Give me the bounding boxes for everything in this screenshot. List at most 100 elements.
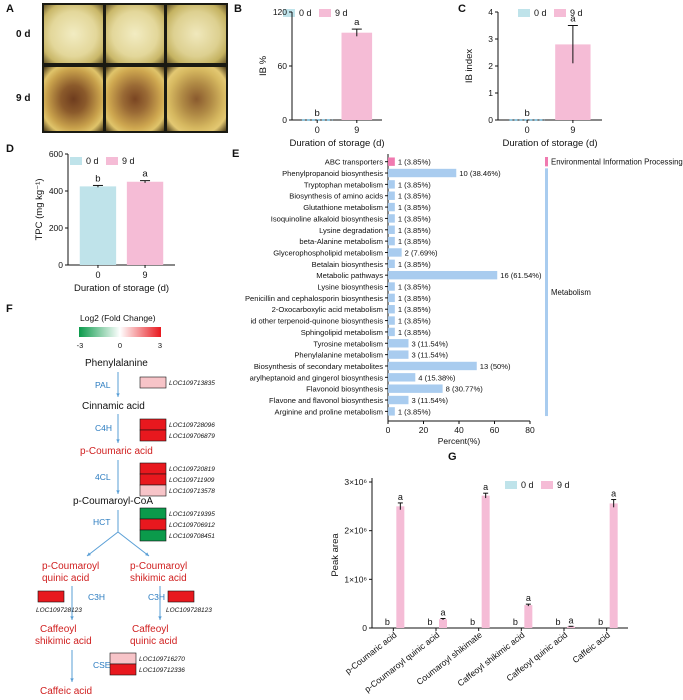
- panel-f-enzyme-pal: PAL: [95, 380, 111, 390]
- panel-f-node-cinnamic: Cinnamic acid: [82, 401, 145, 412]
- panel-f-arrow-c4h-head: [116, 439, 120, 443]
- panel-f-node-cfs-a: Caffeoyl: [40, 624, 77, 635]
- panel-f-scale-tick-min: -3: [77, 341, 84, 350]
- panel-e-bar: [388, 248, 402, 257]
- panel-g-bar-9d-3: [524, 605, 533, 628]
- panel-g-x-tick-label: Caffeic acid: [570, 630, 612, 666]
- panel-e-category-label: Arginine and proline metabolism: [275, 407, 383, 416]
- panel-e-bar: [388, 305, 395, 314]
- panel-b-y-tick-label: 60: [278, 61, 288, 71]
- panel-e-bar: [388, 384, 443, 393]
- panel-e-value-label: 3 (11.54%): [411, 339, 448, 348]
- panel-g-y-tick-label: 1×10⁶: [344, 574, 367, 584]
- panel-e-value-label: 4 (15.38%): [418, 373, 456, 382]
- panel-e-value-label: 16 (61.54%): [500, 271, 542, 280]
- panel-f-arrow-pal-head: [116, 393, 120, 397]
- panel-f-arrow-hct-right-head: [145, 552, 149, 556]
- panel-e-bar: [388, 339, 409, 348]
- panel-e-category-label: Glutathione metabolism: [303, 203, 383, 212]
- panel-label-f: F: [6, 303, 13, 315]
- panel-label-c: C: [458, 3, 466, 15]
- panel-e-bar: [388, 327, 395, 337]
- panel-f-gene-label-hct-2: LOC109708451: [169, 533, 215, 540]
- panel-f-gene-cell-cse-1: [109, 663, 137, 676]
- panel-e-value-label: 1 (3.85%): [398, 317, 431, 326]
- panel-f-arrow-hct-left-head: [87, 552, 91, 556]
- panel-f-gene-label-hct-0: LOC109719395: [169, 511, 215, 518]
- panel-e-category-label: Betalain biosynthesis: [312, 260, 384, 269]
- panel-d-bar-9: [126, 181, 164, 265]
- panel-e-x-label: Percent(%): [438, 436, 481, 446]
- panel-f-node-cfs-b: shikimic acid: [35, 636, 92, 647]
- panel-f-arrow-hct-right: [117, 531, 150, 557]
- panel-e-bar: [388, 236, 395, 246]
- panel-label-a: A: [6, 3, 14, 15]
- panel-e-value-label: 1 (3.85%): [398, 407, 431, 416]
- panel-g-y-tick-label: 2×10⁶: [344, 526, 367, 536]
- panel-f-gene-label-fcl-0: LOC109720819: [169, 466, 215, 473]
- panel-g-sig: a: [611, 489, 616, 499]
- panel-c-legend-label-9d: 9 d: [570, 8, 583, 18]
- panel-a-photo-row-0d: [44, 5, 227, 63]
- panel-e-bar: [388, 293, 395, 303]
- panel-f-arrow-c3h-left-head: [70, 616, 74, 620]
- panel-d-y-label: TPC (mg kg⁻¹): [34, 178, 45, 240]
- panel-f-gene-label-hct-1: LOC109706912: [169, 522, 215, 529]
- panel-e-value-label: 8 (30.77%): [446, 385, 484, 394]
- panel-e-value-label: 1 (3.85%): [398, 294, 431, 303]
- panel-b-x-label: Duration of storage (d): [289, 138, 384, 149]
- panel-f-node-pcq-b: quinic acid: [42, 573, 89, 584]
- panel-g-bar-9d-4: [567, 626, 575, 628]
- panel-b-y-tick-label: 0: [282, 115, 287, 125]
- panel-e-value-label: 13 (50%): [480, 362, 511, 371]
- panel-g-sig: b: [513, 617, 518, 627]
- panel-e-category-label: Isoquinoline alkaloid biosynthesis: [271, 214, 383, 223]
- panel-e-category-label: Biosynthesis of secondary metabolites: [254, 362, 383, 371]
- panel-e-value-label: 1 (3.85%): [398, 192, 431, 201]
- panel-f-gene-label-c3h2-0: LOC109728123: [166, 607, 212, 614]
- panel-e-category-label: Flavone and flavonol biosynthesis: [269, 396, 383, 405]
- panel-e-category-label: beta-Alanine metabolism: [299, 237, 383, 246]
- panel-d-bar-0: [79, 186, 117, 265]
- panel-g-legend-swatch-9d: [541, 481, 553, 489]
- panel-f-gene-label-cse-0: LOC109716270: [139, 656, 185, 663]
- panel-d-y-tick-label: 400: [49, 186, 63, 196]
- panel-f-gene-cell-c3h2-0: [167, 590, 195, 603]
- panel-b-sig-0: b: [315, 108, 320, 119]
- panel-a-label-0d: 0 d: [16, 29, 30, 40]
- panel-c-y-tick-label: 3: [488, 34, 493, 44]
- panel-e-bar: [388, 395, 409, 405]
- panel-f-gene-label-c4h-0: LOC109728096: [169, 422, 215, 429]
- panel-g-bar-9d-5: [609, 503, 618, 628]
- panel-f-gene-cell-hct-0: [139, 507, 167, 520]
- panel-e-category-label: Phenylpropanoid biosynthesis: [282, 169, 383, 178]
- panel-g-sig: b: [555, 617, 560, 627]
- panel-f-gene-label-pal-0: LOC109713835: [169, 380, 215, 387]
- panel-e-value-label: 1 (3.85%): [398, 260, 431, 269]
- panel-e-bar: [388, 157, 395, 166]
- panel-d-x-tick-label: 0: [95, 270, 100, 280]
- panel-e-category-label: Phenylalanine metabolism: [294, 351, 383, 360]
- panel-b-legend-label-9d: 9 d: [335, 8, 348, 18]
- panel-f-scale-tick-mid: 0: [118, 341, 122, 350]
- panel-g-sig: a: [398, 492, 403, 502]
- panel-f-gene-label-fcl-1: LOC109711909: [169, 477, 215, 484]
- panel-e-value-label: 1 (3.85%): [398, 226, 431, 235]
- panel-e-category-label: id other terpenoid-quinone biosynthesis: [250, 317, 383, 326]
- panel-f-gene-cell-hct-1: [139, 518, 167, 531]
- panel-g-legend-label-0d: 0 d: [521, 480, 534, 490]
- panel-d-y-tick-label: 0: [58, 260, 63, 270]
- panel-b-y-label: IB %: [258, 55, 269, 76]
- panel-f-arrow-c3h-right-head: [158, 616, 162, 620]
- panel-f-node-pcoumaroylcoa: p-Coumaroyl-CoA: [73, 496, 153, 507]
- panel-e-bar: [388, 214, 395, 223]
- panel-d-y-tick-label: 200: [49, 223, 63, 233]
- panel-b-sig-9: a: [354, 17, 360, 28]
- panel-f-gene-cell-fcl-1: [139, 473, 167, 486]
- panel-e-bar: [388, 191, 395, 200]
- panel-f-gene-label-c3h1-0: LOC109728123: [36, 607, 82, 614]
- panel-g-sig: a: [483, 482, 488, 492]
- panel-g-sig: b: [427, 617, 432, 627]
- panel-a-photo-row-9d: [44, 67, 227, 131]
